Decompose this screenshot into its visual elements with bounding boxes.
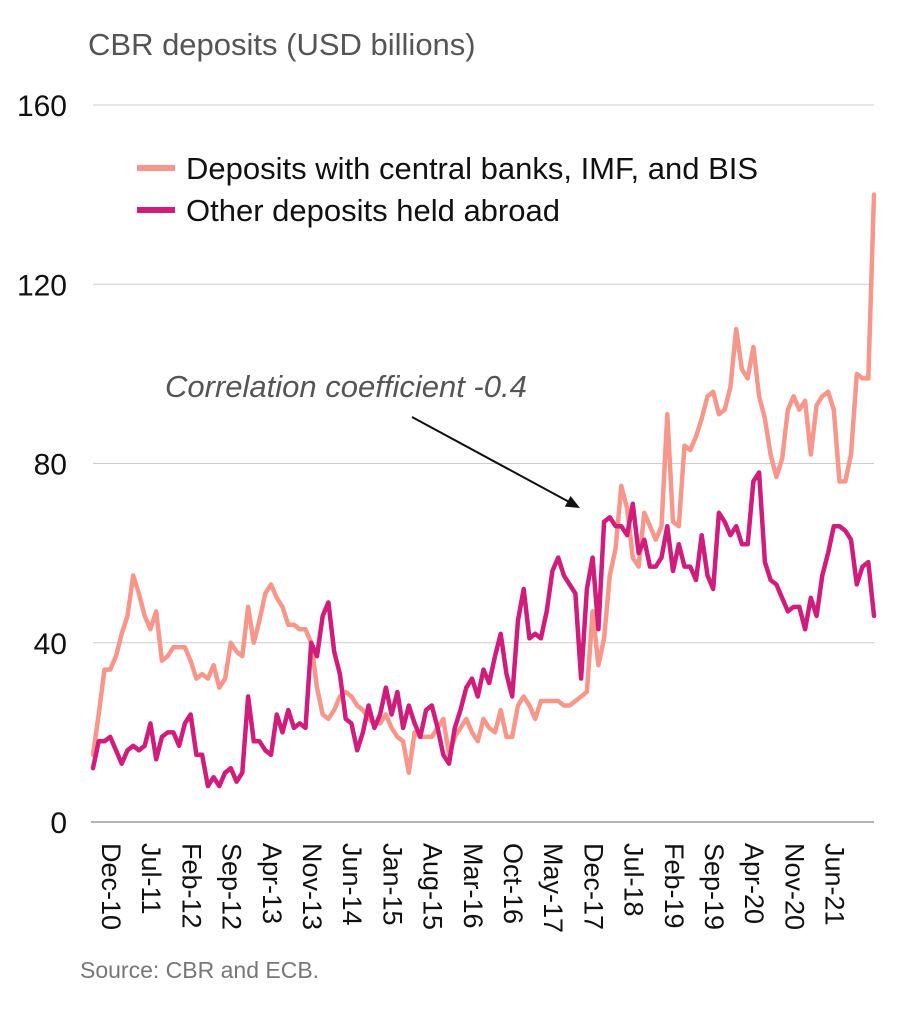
y-tick-label: 120 [17,269,67,302]
legend-label-deposits-central-banks: Deposits with central banks, IMF, and BI… [186,151,758,186]
x-axis-ticks: Dec-10 Jul-11 Feb-12 Sep-12 Apr-13 Nov-13 Jun-… [96,843,850,933]
series-lines [90,192,877,789]
x-tick-label: Dec-17 [578,843,608,930]
legend: Deposits with central banks, IMF, and BI… [137,151,758,228]
x-tick-label: Apr-20 [739,843,769,924]
y-tick-label: 40 [34,628,67,661]
x-tick-label: Dec-10 [96,843,126,930]
correlation-annotation: Correlation coefficient -0.4 [165,369,580,508]
annotation-arrow [411,416,573,505]
x-tick-label: Nov-20 [779,843,809,930]
annotation-arrowhead [564,496,580,508]
x-tick-label: Jan-15 [377,843,407,926]
x-tick-label: Jun-21 [820,843,850,926]
y-tick-label: 160 [17,90,67,123]
x-tick-label: May-17 [538,843,568,933]
legend-label-other-deposits: Other deposits held abroad [186,193,560,228]
annotation-text: Correlation coefficient -0.4 [165,369,527,404]
x-tick-label: Apr-13 [257,843,287,924]
y-tick-label: 80 [34,449,67,482]
x-tick-label: Feb-12 [176,843,206,929]
source-note: Source: CBR and ECB. [80,957,319,983]
series-line-1 [90,192,877,775]
x-tick-label: Mar-16 [458,843,488,929]
x-tick-label: Aug-15 [418,843,448,930]
x-tick-label: Jun-14 [337,843,367,926]
x-tick-label: Jul-11 [136,843,166,915]
x-tick-label: Feb-19 [659,843,689,929]
y-axis-title: CBR deposits (USD billions) [88,27,476,62]
y-axis-ticks: 0 40 80 120 160 [17,90,67,840]
y-tick-label: 0 [50,807,67,840]
gridlines [91,104,874,823]
x-tick-label: Nov-13 [297,843,327,930]
x-tick-label: Sep-12 [217,843,247,930]
x-tick-label: Jul-18 [619,843,649,917]
x-tick-label: Oct-16 [498,843,528,924]
series-line-2 [90,470,877,789]
x-tick-label: Sep-19 [699,843,729,930]
